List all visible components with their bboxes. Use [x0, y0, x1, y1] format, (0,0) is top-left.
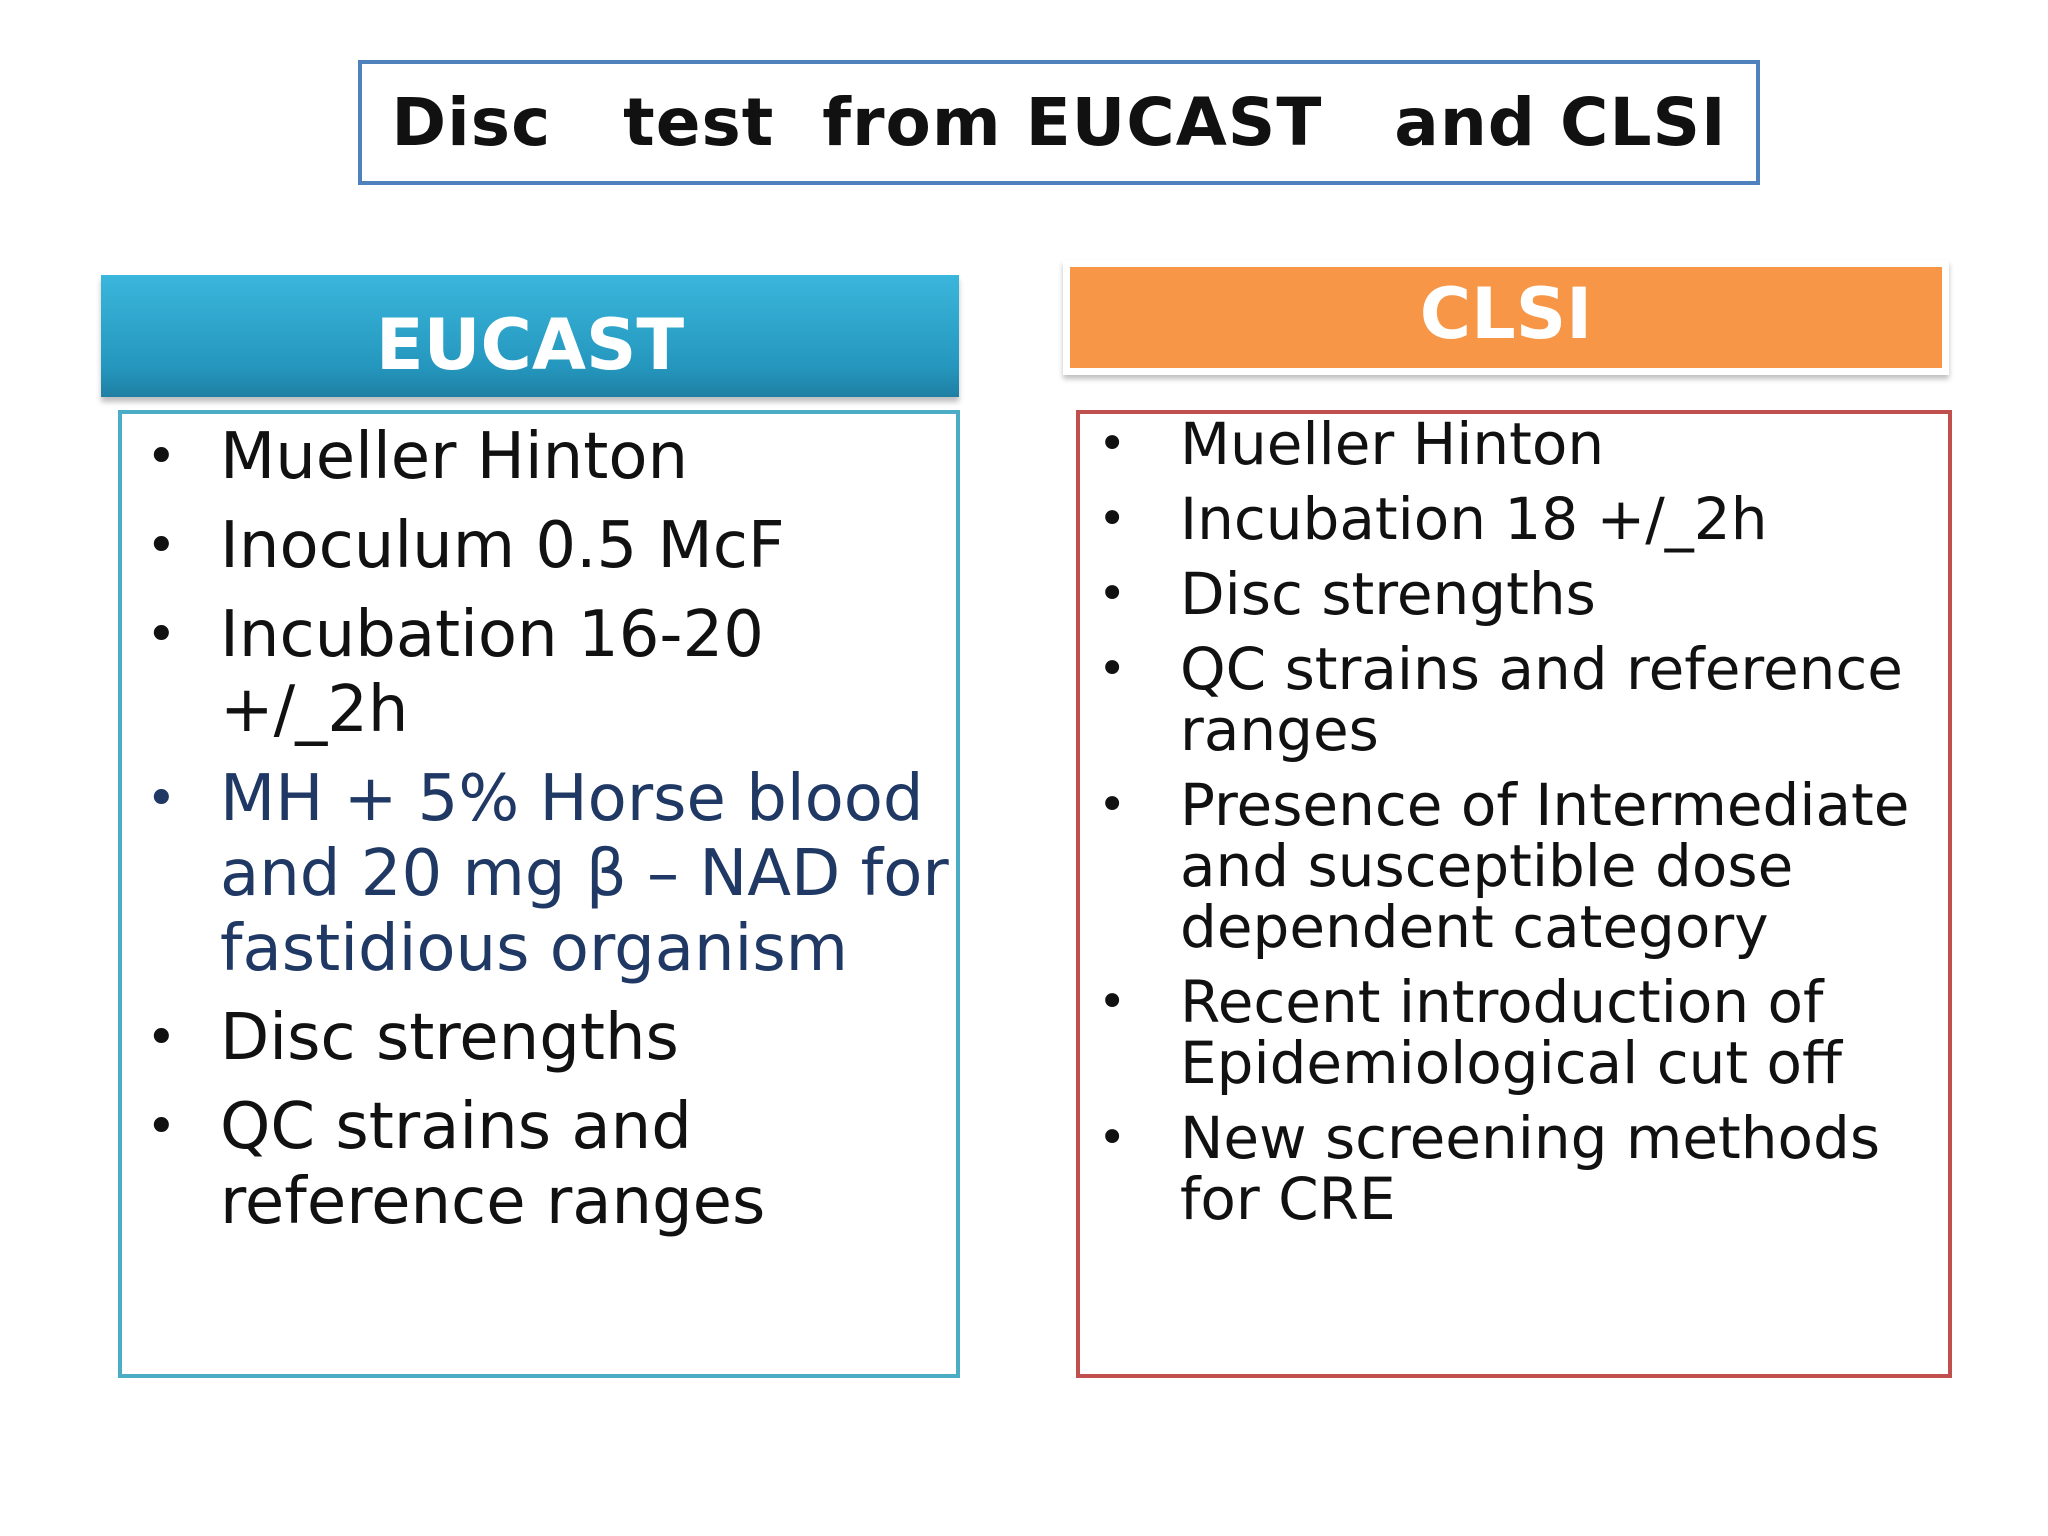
eucast-item-inoculum: • Inoculum 0.5 McF [122, 509, 956, 584]
bullet-icon: • [146, 516, 177, 576]
clsi-item-text: QC strains and reference ranges [1180, 635, 1903, 764]
bullet-icon: • [146, 769, 177, 829]
clsi-header-label: CLSI [1419, 272, 1593, 355]
eucast-item-text: QC strains and reference ranges [220, 1090, 766, 1239]
eucast-item-text: Incubation 16-20 +/_2h [220, 598, 764, 747]
clsi-header: CLSI [1063, 260, 1949, 375]
eucast-list-box: • Mueller Hinton • Inoculum 0.5 McF • Incub… [118, 410, 960, 1378]
bullet-icon: • [1098, 566, 1127, 622]
bullet-icon: • [146, 605, 177, 665]
eucast-item-disc-strengths: • Disc strengths [122, 1001, 956, 1076]
bullet-icon: • [1098, 491, 1127, 547]
eucast-item-qc-strains: • QC strains and reference ranges [122, 1090, 956, 1240]
clsi-item-disc-strengths: • Disc strengths [1080, 564, 1948, 625]
clsi-item-text: Disc strengths [1180, 560, 1596, 628]
eucast-item-text: MH + 5% Horse blood and 20 mg β – NAD fo… [220, 762, 949, 986]
eucast-header: EUCAST [101, 275, 959, 397]
clsi-item-text: Incubation 18 +/_2h [1180, 485, 1768, 553]
bullet-icon: • [1098, 416, 1127, 472]
clsi-item-qc-strains: • QC strains and reference ranges [1080, 639, 1948, 761]
clsi-item-text: New screening methods for CRE [1180, 1104, 1881, 1233]
slide-title-box: Disc test from EUCAST and CLSI [358, 60, 1760, 185]
bullet-icon: • [1098, 777, 1127, 833]
clsi-item-incubation: • Incubation 18 +/_2h [1080, 489, 1948, 550]
clsi-list: • Mueller Hinton • Incubation 18 +/_2h • Di… [1080, 414, 1948, 1230]
clsi-item-intermediate-category: • Presence of Intermediate and susceptibl… [1080, 775, 1948, 958]
clsi-item-epidemiological-cutoff: • Recent introduction of Epidemiological … [1080, 972, 1948, 1094]
clsi-item-mueller-hinton: • Mueller Hinton [1080, 414, 1948, 475]
eucast-item-fastidious-medium: • MH + 5% Horse blood and 20 mg β – NAD f… [122, 762, 956, 987]
bullet-icon: • [1098, 974, 1127, 1030]
clsi-item-text: Recent introduction of Epidemiological c… [1180, 968, 1842, 1097]
bullet-icon: • [1098, 1110, 1127, 1166]
slide-title: Disc test from EUCAST and CLSI [391, 84, 1727, 161]
clsi-list-box: • Mueller Hinton • Incubation 18 +/_2h • Di… [1076, 410, 1952, 1378]
eucast-item-incubation: • Incubation 16-20 +/_2h [122, 598, 956, 748]
eucast-list: • Mueller Hinton • Inoculum 0.5 McF • Incub… [122, 414, 956, 1240]
clsi-item-cre-screening: • New screening methods for CRE [1080, 1108, 1948, 1230]
bullet-icon: • [146, 1008, 177, 1068]
clsi-item-text: Presence of Intermediate and susceptible… [1180, 771, 1910, 961]
eucast-item-text: Mueller Hinton [220, 420, 689, 494]
clsi-item-text: Mueller Hinton [1180, 410, 1605, 478]
eucast-item-text: Inoculum 0.5 McF [220, 509, 785, 583]
eucast-item-text: Disc strengths [220, 1001, 679, 1075]
bullet-icon: • [146, 427, 177, 487]
bullet-icon: • [1098, 641, 1127, 697]
bullet-icon: • [146, 1097, 177, 1157]
eucast-item-mueller-hinton: • Mueller Hinton [122, 420, 956, 495]
eucast-header-label: EUCAST [375, 304, 685, 386]
